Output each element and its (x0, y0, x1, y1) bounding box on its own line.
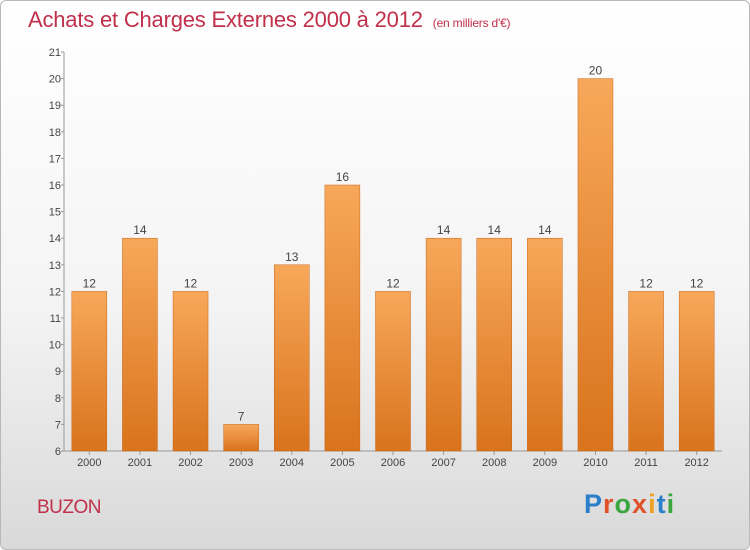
x-tick-label: 2005 (330, 457, 354, 469)
data-label: 12 (184, 276, 198, 290)
data-label: 13 (285, 250, 299, 264)
y-tick-label: 17 (49, 153, 61, 165)
logo-letter: o (614, 489, 633, 519)
data-label: 7 (238, 409, 245, 423)
bar-2000 (71, 291, 108, 452)
x-tick-label: 2009 (533, 457, 557, 469)
x-tick-label: 2001 (128, 457, 152, 469)
data-label: 12 (386, 276, 400, 290)
chart-subtitle: (en milliers d'€) (432, 16, 511, 30)
town-name: BUZON (37, 497, 102, 518)
chart-title: Achats et Charges Externes 2000 à 2012 (e… (28, 7, 511, 33)
bar-2004 (274, 264, 310, 452)
bar-2006 (375, 291, 411, 452)
y-tick-label: 20 (49, 74, 61, 86)
data-label: 14 (538, 223, 552, 237)
chart-labels: 2000 12 2001 14 2002 12 2003 7 2004 13 2005 16 2006 1… (77, 64, 709, 469)
bar-2012 (678, 291, 715, 452)
y-tick-label: 21 (49, 47, 61, 59)
y-tick-label: 6 (55, 446, 61, 458)
data-label: 16 (336, 170, 350, 184)
data-label: 12 (639, 276, 653, 290)
data-label: 14 (133, 223, 147, 237)
bar-2011 (628, 291, 664, 452)
logo-letter: r (603, 489, 615, 519)
bar-2010 (577, 78, 614, 452)
bar-2002 (172, 291, 209, 452)
x-tick-label: 2011 (634, 457, 658, 469)
logo-letter: i (666, 489, 676, 519)
logo-letter: P (584, 489, 604, 519)
chart-bars (71, 78, 715, 452)
y-tick-label: 18 (49, 127, 61, 139)
logo-letter: i (648, 489, 657, 519)
bar-2005 (324, 184, 361, 452)
data-label: 14 (437, 223, 451, 237)
x-tick-label: 2006 (381, 457, 405, 469)
x-tick-label: 2010 (583, 457, 607, 469)
y-tick-label: 15 (49, 207, 61, 219)
y-tick-label: 19 (49, 100, 61, 112)
bar-2001 (122, 237, 158, 452)
x-tick-label: 2007 (431, 457, 455, 469)
y-tick-label: 9 (55, 366, 61, 378)
x-tick-label: 2003 (229, 457, 253, 469)
data-label: 20 (589, 64, 603, 78)
y-tick-label: 14 (49, 233, 61, 245)
data-label: 12 (690, 276, 704, 290)
logo-letter: t (656, 489, 667, 519)
bar-2003 (223, 424, 259, 452)
y-tick-label: 11 (50, 313, 61, 325)
data-label: 14 (488, 223, 502, 237)
y-tick-label: 16 (49, 180, 61, 192)
x-tick-label: 2012 (684, 457, 708, 469)
chart-title-text: Achats et Charges Externes 2000 à 2012 (28, 7, 423, 32)
y-tick-label: 8 (55, 393, 61, 405)
bar-2007 (425, 237, 462, 452)
x-tick-label: 2004 (280, 457, 304, 469)
logo-letter: x (632, 489, 649, 519)
y-tick-label: 13 (49, 260, 61, 272)
bar-2009 (527, 237, 563, 452)
y-tick-label: 10 (49, 340, 61, 352)
x-tick-label: 2008 (482, 457, 506, 469)
proxiti-logo[interactable]: Proxiti (584, 489, 675, 520)
x-tick-label: 2002 (178, 457, 202, 469)
y-tick-label: 7 (55, 419, 61, 431)
bar-2008 (476, 237, 512, 452)
x-tick-label: 2000 (77, 457, 101, 469)
data-label: 12 (83, 276, 97, 290)
y-tick-label: 12 (49, 286, 61, 298)
